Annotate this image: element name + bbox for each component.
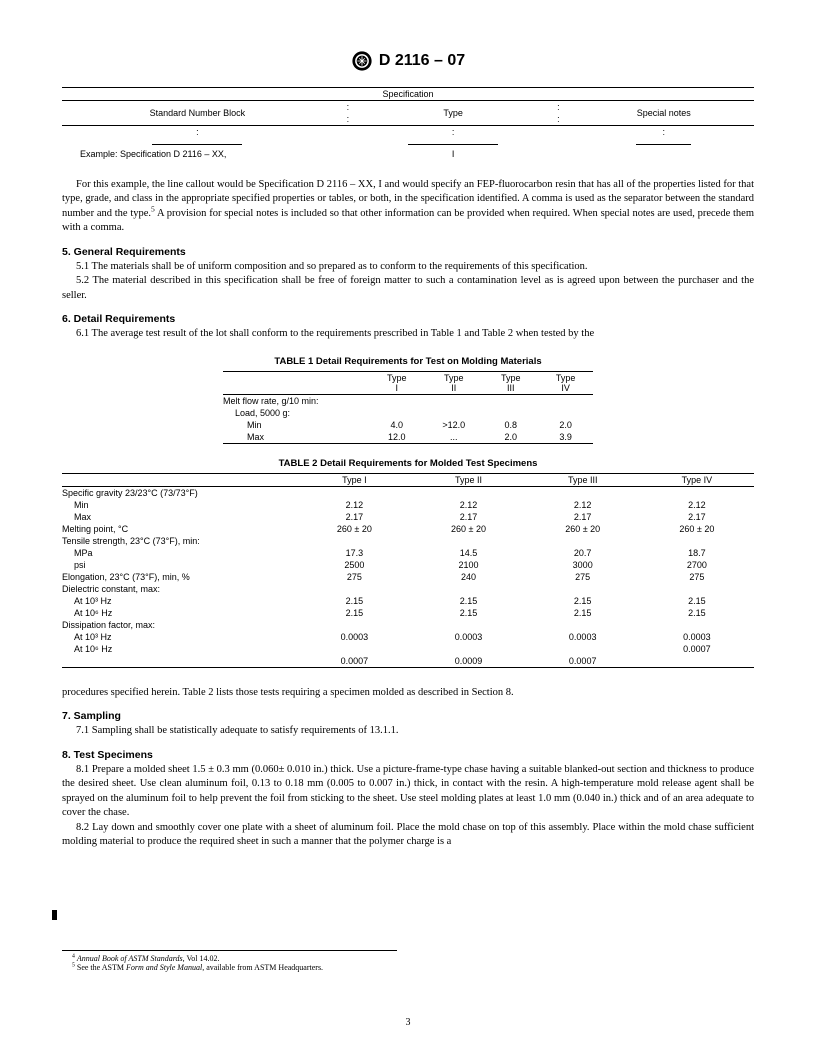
doc-header: D 2116 – 07 [62,50,754,75]
doc-title: D 2116 – 07 [379,52,465,70]
spec-example-label: Example: Specification D 2116 – XX, [62,148,333,160]
spec-example-type: I [363,148,544,160]
specification-table: Specification Standard Number Block : Ty… [62,87,754,160]
table1-title: TABLE 1 Detail Requirements for Test on … [62,356,754,367]
spec-col-1: Type [443,108,463,118]
callout-paragraph: For this example, the line callout would… [62,178,754,236]
sec6-body: 6.1 The average test result of the lot s… [62,327,754,341]
sec8-head: 8. Test Specimens [62,749,754,761]
table2: Type IType IIType IIIType IV Specific gr… [62,473,754,668]
footnotes: 4 Annual Book of ASTM Standards, Vol 14.… [62,950,397,973]
sec8-body: 8.1 Prepare a molded sheet 1.5 ± 0.3 mm … [62,763,754,850]
sec7-head: 7. Sampling [62,710,754,722]
sec6-head: 6. Detail Requirements [62,313,754,325]
spec-col-0: Standard Number Block [150,108,246,118]
sec5-body: 5.1 The materials shall be of uniform co… [62,260,754,303]
table1: TypeITypeIITypeIIITypeIV Melt flow rate,… [223,371,593,444]
revision-bar [52,910,57,920]
procedures-para: procedures specified herein. Table 2 lis… [62,686,754,700]
table2-title: TABLE 2 Detail Requirements for Molded T… [62,458,754,469]
sec5-head: 5. General Requirements [62,246,754,258]
page-number: 3 [0,1017,816,1028]
astm-logo [351,50,373,72]
spec-col-2: Special notes [637,108,691,118]
sec7-body: 7.1 Sampling shall be statistically adeq… [62,724,754,738]
spec-title: Specification [62,88,754,101]
